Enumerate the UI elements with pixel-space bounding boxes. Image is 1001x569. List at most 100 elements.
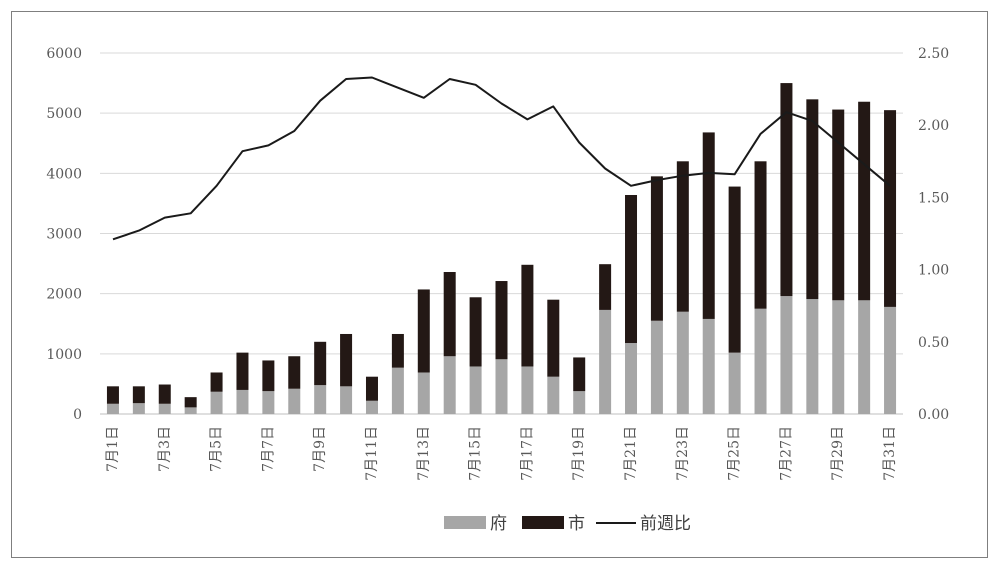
bar-fu [573, 391, 586, 414]
legend-swatch-shi [522, 516, 564, 529]
x-tick-label: 7月5日 [209, 426, 225, 472]
bar-shi [495, 281, 508, 360]
ratio-line [112, 76, 891, 241]
bar-shi [599, 264, 612, 310]
bar-fu [728, 352, 741, 414]
bars [106, 83, 897, 414]
bar-shi [443, 272, 456, 357]
bar-fu [288, 388, 301, 414]
bar-fu [884, 306, 897, 414]
bar-shi [625, 194, 638, 344]
bar-fu [676, 311, 689, 414]
x-tick-label: 7月31日 [882, 426, 898, 481]
x-tick-label: 7月23日 [675, 426, 691, 481]
y-tick-label: 6000 [46, 46, 82, 62]
bar-fu [417, 372, 430, 414]
bar-fu [262, 391, 275, 414]
bar-shi [236, 352, 249, 390]
bar-fu [780, 296, 793, 414]
legend-label-shi: 市 [568, 514, 585, 534]
bar-fu [754, 308, 767, 414]
y2-tick-label: 2.50 [918, 46, 949, 62]
bar-fu [158, 403, 171, 414]
bar-fu [650, 320, 663, 414]
bar-fu [495, 359, 508, 414]
bar-shi [288, 356, 301, 389]
bar-shi [832, 109, 845, 301]
bar-fu [210, 391, 223, 414]
x-tick-label: 7月25日 [727, 426, 743, 481]
x-tick-label: 7月17日 [519, 426, 535, 481]
bar-shi [469, 297, 482, 367]
bar-shi [132, 386, 145, 404]
x-tick-label: 7月11日 [364, 426, 380, 481]
y2-tick-label: 1.50 [918, 190, 949, 206]
bar-shi [728, 186, 741, 353]
legend-label-ratio: 前週比 [640, 514, 691, 534]
y2-tick-label: 2.00 [918, 118, 949, 134]
y-tick-label: 4000 [46, 166, 82, 182]
y2-tick-label: 0.50 [918, 335, 949, 351]
bar-shi [340, 333, 353, 387]
y-tick-label: 0 [73, 407, 82, 423]
y2-tick-label: 1.00 [918, 263, 949, 279]
bar-shi [806, 99, 819, 300]
x-tick-label: 7月9日 [312, 426, 328, 472]
bar-shi [521, 264, 534, 367]
y2-tick-label: 0.00 [918, 407, 949, 423]
bar-shi [391, 333, 404, 368]
bar-fu [469, 366, 482, 414]
x-tick-label: 7月29日 [830, 426, 846, 481]
bar-fu [443, 356, 456, 414]
bar-fu [340, 386, 353, 414]
bar-fu [858, 300, 871, 414]
bar-shi [184, 397, 197, 408]
bar-shi [754, 161, 767, 309]
bar-shi [676, 161, 689, 312]
bar-fu [832, 300, 845, 414]
bar-fu [314, 385, 327, 414]
bar-shi [650, 176, 663, 321]
bar-shi [702, 132, 715, 319]
bar-shi [106, 386, 119, 404]
bar-shi [314, 341, 327, 386]
bar-shi [884, 110, 897, 307]
gridlines [100, 52, 903, 415]
y-tick-label: 5000 [46, 106, 82, 122]
bar-shi [210, 372, 223, 392]
bar-fu [625, 343, 638, 414]
x-tick-label: 7月15日 [468, 426, 484, 481]
y-tick-label: 2000 [46, 287, 82, 303]
y-tick-label: 1000 [46, 347, 82, 363]
x-tick-label: 7月19日 [571, 426, 587, 481]
bar-fu [806, 299, 819, 414]
bar-fu [521, 366, 534, 414]
x-axis-ticks: 7月1日 7月3日 7月5日 7月7日 7月9日 7月11日 7月13日 7月15日 7月17日… [105, 426, 898, 481]
bar-fu [132, 403, 145, 414]
bar-shi [158, 384, 171, 404]
bar-shi [573, 357, 586, 392]
bar-fu [391, 367, 404, 414]
bar-fu [599, 309, 612, 414]
bar-fu [184, 407, 197, 414]
bar-fu [547, 376, 560, 414]
x-tick-label: 7月7日 [260, 426, 276, 472]
bar-shi [858, 101, 871, 301]
bar-shi [780, 83, 793, 297]
x-tick-label: 7月13日 [416, 426, 432, 481]
bar-shi [547, 299, 560, 377]
bar-fu [702, 318, 715, 414]
bar-fu [365, 400, 378, 414]
left-axis-ticks: 0 1000 2000 3000 4000 5000 6000 [46, 46, 82, 423]
bar-shi [417, 289, 430, 373]
x-tick-label: 7月27日 [778, 426, 794, 481]
y-tick-label: 3000 [46, 227, 82, 243]
bar-shi [365, 376, 378, 401]
bar-shi [262, 360, 275, 392]
legend: 府 市 前週比 [444, 514, 691, 534]
ratio-line-group [112, 76, 891, 241]
legend-label-fu: 府 [490, 514, 507, 534]
x-tick-label: 7月3日 [157, 426, 173, 472]
x-tick-label: 7月1日 [105, 426, 121, 472]
